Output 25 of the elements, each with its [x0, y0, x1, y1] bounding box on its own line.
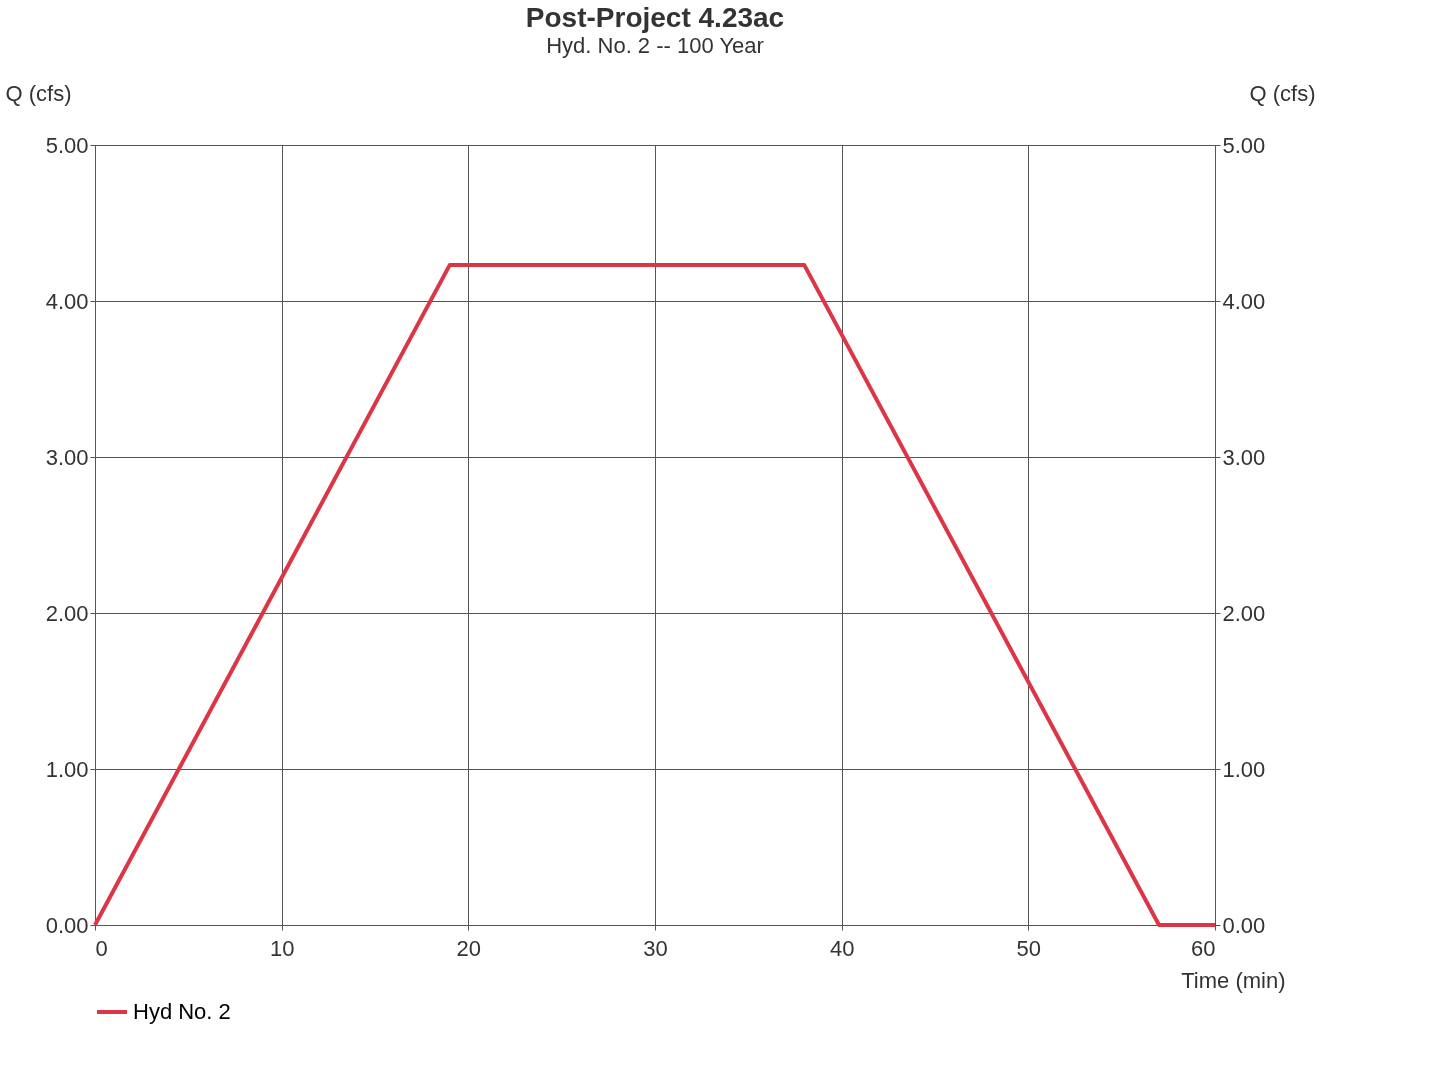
y-tick-label: 0.00 — [45, 912, 89, 938]
x-tick-label: 10 — [269, 935, 295, 961]
x-tick-label: 30 — [643, 935, 668, 961]
y2-tick-label: 3.00 — [1222, 444, 1266, 470]
y2-tick-label: 2.00 — [1222, 600, 1266, 626]
y2-tick-label: 0.00 — [1222, 912, 1266, 938]
y-tick-label: 2.00 — [45, 600, 89, 626]
x-tick-label: 0 — [95, 935, 108, 961]
y-tick-label: 4.00 — [45, 288, 89, 314]
x-tick-label: 40 — [829, 935, 855, 961]
x-axis-title: Time (min) — [1181, 967, 1286, 993]
legend-label: Hyd No. 2 — [133, 999, 231, 1024]
y2-tick-label: 1.00 — [1222, 756, 1266, 782]
y2-tick-label: 4.00 — [1222, 288, 1266, 314]
x-tick-label: 20 — [456, 935, 482, 961]
x-tick-label: 50 — [1016, 935, 1042, 961]
chart-subtitle: Hyd. No. 2 -- 100 Year — [546, 33, 764, 58]
y-tick-label: 3.00 — [45, 444, 89, 470]
y2-tick-label: 5.00 — [1222, 132, 1266, 158]
chart-title: Post-Project 4.23ac — [525, 2, 785, 33]
x-tick-label: 60 — [1191, 935, 1216, 961]
y2-axis-title: Q (cfs) — [1249, 80, 1316, 106]
y-tick-label: 5.00 — [45, 132, 89, 158]
y-axis-title: Q (cfs) — [5, 80, 72, 106]
y-tick-label: 1.00 — [45, 756, 89, 782]
